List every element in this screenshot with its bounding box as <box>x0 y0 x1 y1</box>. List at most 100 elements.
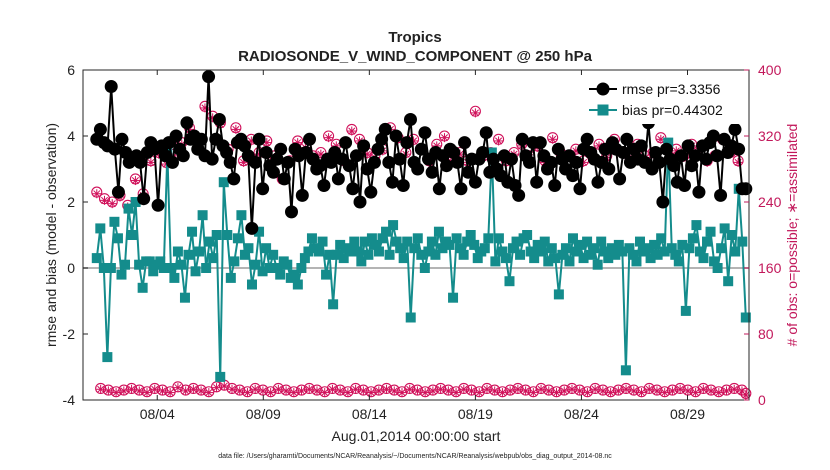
rmse-point <box>353 195 367 209</box>
rmse-point <box>385 175 399 189</box>
bias-point <box>437 243 448 254</box>
obs-assimilated-point <box>231 124 241 134</box>
bias-point <box>102 352 113 363</box>
bias-point <box>335 239 346 250</box>
bias-point <box>599 246 610 257</box>
bias-point <box>596 236 607 247</box>
obs-assimilated-point <box>629 386 639 396</box>
bias-point <box>412 233 423 244</box>
obs-assimilated-point <box>324 133 334 143</box>
bias-point <box>465 230 476 240</box>
bias-point <box>292 279 303 290</box>
obs-assimilated-point <box>691 388 701 398</box>
bias-point <box>469 239 480 250</box>
legend-rmse-marker <box>596 82 610 96</box>
rmse-point <box>331 172 345 186</box>
legend: rmse pr=3.3356 bias pr=0.44302 <box>583 76 744 124</box>
obs-assimilated-point <box>729 384 739 394</box>
bias-point <box>250 259 261 270</box>
bias-point <box>536 246 547 257</box>
rmse-point <box>400 136 414 150</box>
obs-assimilated-point <box>96 384 106 394</box>
bias-point <box>458 249 469 260</box>
bias-point <box>433 226 444 237</box>
bias-point <box>426 236 437 247</box>
bias-point <box>666 243 677 254</box>
obs-assimilated-point <box>343 388 353 398</box>
bias-point <box>493 233 504 244</box>
bias-point <box>500 253 511 264</box>
obs-assimilated-point <box>656 134 666 144</box>
obs-assimilated-point <box>219 381 229 391</box>
obs-assimilated-point <box>297 386 307 396</box>
rmse-point <box>504 152 518 166</box>
bias-point <box>539 236 550 247</box>
bias-point <box>218 177 229 188</box>
bias-point <box>631 256 642 267</box>
bias-point <box>659 246 670 257</box>
bias-point <box>148 266 159 277</box>
rmse-point <box>151 198 165 212</box>
bias-point <box>578 253 589 264</box>
bias-point <box>423 246 434 257</box>
bias-point <box>529 253 540 264</box>
rmse-point <box>476 146 490 159</box>
bias-point <box>176 259 187 270</box>
rmse-point <box>706 129 720 143</box>
bias-point <box>687 233 698 244</box>
rmse-point <box>566 169 580 183</box>
rmse-point <box>205 152 219 166</box>
rmse-point <box>245 221 259 235</box>
rmse-point <box>602 162 616 176</box>
y2-tick-label: 400 <box>758 62 782 78</box>
bias-point <box>486 147 497 158</box>
bias-point <box>246 279 257 290</box>
bias-point <box>716 243 727 254</box>
bias-point <box>709 256 720 267</box>
bias-point <box>543 256 554 267</box>
rmse-point <box>317 179 331 192</box>
bias-point <box>222 230 233 240</box>
bias-point <box>680 305 691 316</box>
obs-assimilated-point <box>667 386 677 396</box>
obs-assimilated-point <box>204 388 214 398</box>
obs-assimilated-point <box>127 384 137 394</box>
obs-assimilated-point <box>606 388 616 398</box>
bias-point <box>627 249 638 260</box>
bias-point <box>613 239 624 250</box>
rmse-point <box>411 162 425 176</box>
rmse-point <box>137 192 151 206</box>
rmse-point <box>256 182 270 196</box>
obs-assimilated-point <box>675 384 685 394</box>
bias-point <box>338 253 349 264</box>
obs-assimilated-point <box>173 383 183 393</box>
obs-assimilated-point <box>420 388 430 398</box>
rmse-point <box>223 155 237 169</box>
obs-assimilated-point <box>652 386 662 396</box>
bias-point <box>317 236 328 247</box>
obs-assimilated-point <box>544 386 554 396</box>
y2-tick-label: 320 <box>758 128 782 144</box>
rmse-point <box>220 146 234 159</box>
bias-point <box>694 246 705 257</box>
bias-point <box>395 243 406 254</box>
bias-point <box>550 253 561 264</box>
bias-point <box>645 253 656 264</box>
obs-assimilated-point <box>107 199 117 209</box>
bias-point <box>698 253 709 264</box>
obs-assimilated-point <box>637 388 647 398</box>
bias-point <box>409 243 420 254</box>
obs-assimilated-point <box>157 386 167 396</box>
legend-box <box>583 76 744 124</box>
bias-point <box>610 249 621 260</box>
bias-point <box>257 266 268 277</box>
obs-assimilated-point <box>470 108 480 118</box>
obs-assimilated-point <box>683 386 693 396</box>
obs-assimilated-point <box>575 386 585 396</box>
obs-assimilated-point <box>103 386 113 396</box>
bias-point <box>448 292 459 303</box>
rmse-point <box>681 139 695 153</box>
obs-assimilated-point <box>521 386 531 396</box>
rmse-point <box>339 136 353 150</box>
obs-assimilated-point <box>304 384 314 394</box>
